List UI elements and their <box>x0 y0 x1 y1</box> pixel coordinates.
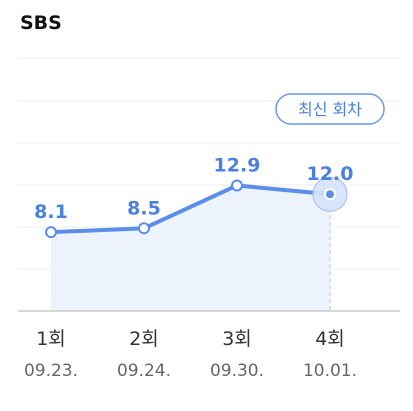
latest-badge <box>275 93 385 125</box>
x-tick-date: 09.24. <box>117 361 171 381</box>
data-point <box>45 226 57 239</box>
x-tick-date: 10.01. <box>303 361 357 381</box>
value-label: 8.1 <box>34 201 68 223</box>
chart-title: SBS <box>20 12 62 34</box>
latest-badge-label: 최신 회차 <box>298 100 362 119</box>
series-line <box>49 183 332 235</box>
x-tick-label: 1회 <box>36 328 66 350</box>
x-tick-date: 09.30. <box>210 361 264 381</box>
data-point <box>231 179 243 192</box>
value-label: 12.0 <box>307 163 354 185</box>
x-tick-date: 09.23. <box>24 361 78 381</box>
x-tick-label: 4회 <box>315 328 345 350</box>
value-label: 8.5 <box>127 197 161 219</box>
area-fill <box>51 185 330 311</box>
x-tick-label: 3회 <box>222 328 252 350</box>
data-point-highlight <box>324 188 336 201</box>
x-tick-label: 2회 <box>129 328 159 350</box>
value-label: 12.9 <box>214 154 261 176</box>
data-point <box>138 222 150 235</box>
